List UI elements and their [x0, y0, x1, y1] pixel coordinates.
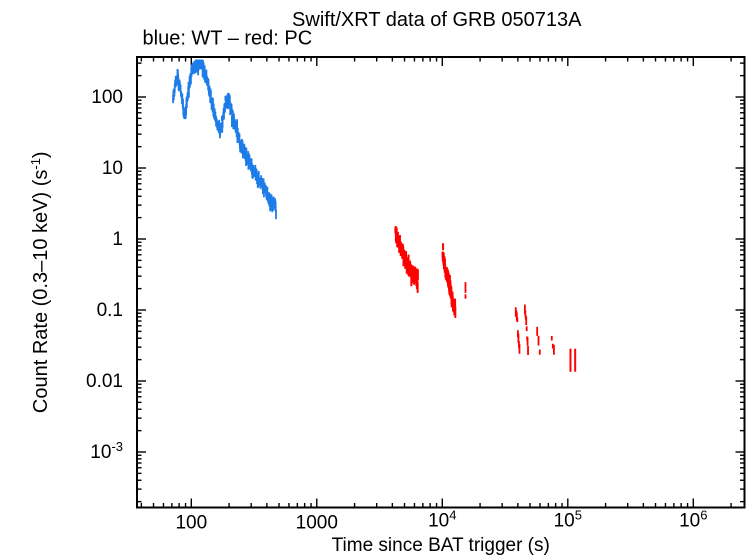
svg-text:1: 1: [112, 229, 123, 250]
svg-text:100: 100: [91, 87, 123, 108]
svg-text:0.1: 0.1: [97, 300, 123, 321]
svg-text:Count Rate (0.3–10 keV) (s-1): Count Rate (0.3–10 keV) (s-1): [28, 151, 53, 413]
svg-text:blue: WT – red: PC: blue: WT – red: PC: [143, 28, 313, 50]
svg-text:1000: 1000: [296, 513, 338, 534]
svg-text:100: 100: [175, 513, 207, 534]
svg-text:Time since BAT trigger (s): Time since BAT trigger (s): [332, 535, 550, 556]
svg-text:10: 10: [102, 158, 123, 179]
svg-text:Swift/XRT data of GRB 050713A: Swift/XRT data of GRB 050713A: [292, 9, 582, 31]
svg-text:0.01: 0.01: [86, 371, 123, 392]
